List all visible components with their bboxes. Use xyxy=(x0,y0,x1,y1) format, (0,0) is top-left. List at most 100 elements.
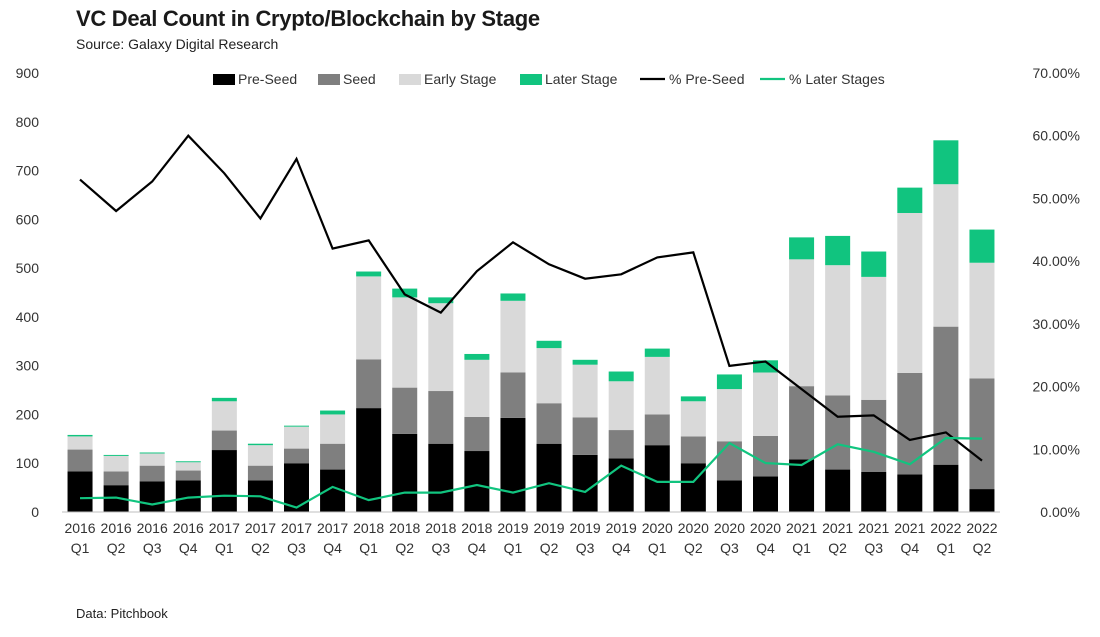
bar-early-stage xyxy=(716,389,742,442)
bar-pre-seed xyxy=(969,489,995,512)
bar-seed xyxy=(572,417,598,455)
right-axis-tick-label: 40.00% xyxy=(1033,253,1080,269)
bar-later-stage xyxy=(897,187,923,213)
bar-seed xyxy=(356,359,382,409)
bar-later-stage xyxy=(320,410,346,415)
bar-early-stage xyxy=(500,300,526,373)
legend-label-later-stage: Later Stage xyxy=(545,71,618,87)
bar-early-stage xyxy=(572,364,598,418)
x-tick-quarter: Q2 xyxy=(828,540,847,556)
x-tick-quarter: Q4 xyxy=(179,540,198,556)
x-tick-year: 2020 xyxy=(678,520,709,536)
bar-seed xyxy=(284,448,309,464)
left-axis-tick-label: 300 xyxy=(16,358,40,374)
bar-early-stage xyxy=(211,401,237,431)
bar-later-stage xyxy=(789,237,815,260)
left-axis-tick-label: 200 xyxy=(16,406,40,422)
bar-pre-seed xyxy=(680,463,706,512)
x-tick-year: 2019 xyxy=(570,520,601,536)
bar-early-stage xyxy=(536,348,562,404)
x-tick-year: 2021 xyxy=(786,520,817,536)
x-tick-year: 2022 xyxy=(966,520,997,536)
bar-later-stage xyxy=(572,359,598,365)
bar-pre-seed xyxy=(139,481,165,512)
bar-early-stage xyxy=(897,212,923,373)
legend-label-seed: Seed xyxy=(343,71,376,87)
x-tick-quarter: Q1 xyxy=(504,540,523,556)
bar-later-stage xyxy=(356,271,382,277)
bar-early-stage xyxy=(825,265,851,396)
bar-pre-seed xyxy=(572,454,598,512)
bar-pre-seed xyxy=(825,469,851,512)
x-tick-year: 2021 xyxy=(822,520,853,536)
bar-pre-seed xyxy=(789,459,815,512)
x-tick-year: 2018 xyxy=(353,520,384,536)
bar-pre-seed xyxy=(464,451,490,512)
bar-later-stage xyxy=(284,425,309,427)
bar-later-stage xyxy=(716,374,742,390)
bar-later-stage xyxy=(536,340,562,349)
bar-later-stage xyxy=(933,140,959,185)
left-axis-tick-label: 800 xyxy=(16,114,40,130)
bar-seed xyxy=(211,430,237,451)
x-tick-year: 2017 xyxy=(317,520,348,536)
x-tick-year: 2017 xyxy=(209,520,240,536)
bar-early-stage xyxy=(861,276,887,400)
bar-pre-seed xyxy=(753,476,778,512)
bar-pre-seed xyxy=(500,417,526,512)
bar-pre-seed xyxy=(211,450,237,512)
bar-early-stage xyxy=(644,356,670,415)
x-tick-year: 2017 xyxy=(281,520,312,536)
bar-pre-seed xyxy=(716,480,742,512)
stacked-bars xyxy=(67,140,995,512)
x-tick-year: 2018 xyxy=(461,520,492,536)
x-tick-year: 2016 xyxy=(137,520,168,536)
legend-label-pre-seed: Pre-Seed xyxy=(238,71,297,87)
line--pre-seed xyxy=(79,134,983,462)
bar-later-stage xyxy=(969,229,995,263)
x-tick-quarter: Q1 xyxy=(937,540,956,556)
bar-pre-seed xyxy=(861,472,887,512)
bar-later-stage xyxy=(103,454,129,456)
bar-seed xyxy=(608,430,634,459)
bar-seed xyxy=(933,326,959,465)
x-tick-year: 2020 xyxy=(750,520,781,536)
bar-seed xyxy=(103,471,129,486)
x-tick-quarter: Q1 xyxy=(792,540,811,556)
legend-swatch-seed xyxy=(318,74,340,85)
x-tick-year: 2016 xyxy=(173,520,204,536)
right-axis-tick-label: 30.00% xyxy=(1033,316,1080,332)
bar-seed xyxy=(464,416,490,452)
x-tick-quarter: Q2 xyxy=(684,540,703,556)
x-tick-quarter: Q1 xyxy=(648,540,667,556)
x-tick-quarter: Q3 xyxy=(864,540,883,556)
left-axis-tick-label: 700 xyxy=(16,163,40,179)
x-tick-quarter: Q2 xyxy=(107,540,126,556)
bar-pre-seed xyxy=(608,458,634,512)
bar-later-stage xyxy=(139,452,165,454)
x-tick-quarter: Q4 xyxy=(900,540,919,556)
left-axis-tick-label: 500 xyxy=(16,260,40,276)
x-tick-quarter: Q2 xyxy=(395,540,414,556)
x-tick-quarter: Q1 xyxy=(359,540,378,556)
bar-seed xyxy=(139,465,165,482)
bar-seed xyxy=(644,414,670,446)
bar-early-stage xyxy=(103,455,129,472)
bar-later-stage xyxy=(67,434,93,437)
right-y-axis: 0.00% 10.00% 20.00% 30.00% 40.00% 50.00% 60.00… xyxy=(1033,65,1080,520)
bar-pre-seed xyxy=(428,443,454,512)
right-axis-tick-label: 20.00% xyxy=(1033,379,1080,395)
bar-early-stage xyxy=(284,426,309,449)
left-y-axis: 0 100 200 300 400 500 600 700 800 900 xyxy=(16,65,40,520)
bar-later-stage xyxy=(861,251,887,277)
right-axis-tick-label: 50.00% xyxy=(1033,190,1080,206)
x-tick-year: 2021 xyxy=(858,520,889,536)
bar-seed xyxy=(428,391,454,444)
legend-label--pre-seed: % Pre-Seed xyxy=(669,71,744,87)
bar-seed xyxy=(247,465,273,481)
x-tick-year: 2020 xyxy=(714,520,745,536)
bar-pre-seed xyxy=(897,474,923,512)
x-tick-quarter: Q4 xyxy=(468,540,487,556)
x-tick-quarter: Q3 xyxy=(431,540,450,556)
